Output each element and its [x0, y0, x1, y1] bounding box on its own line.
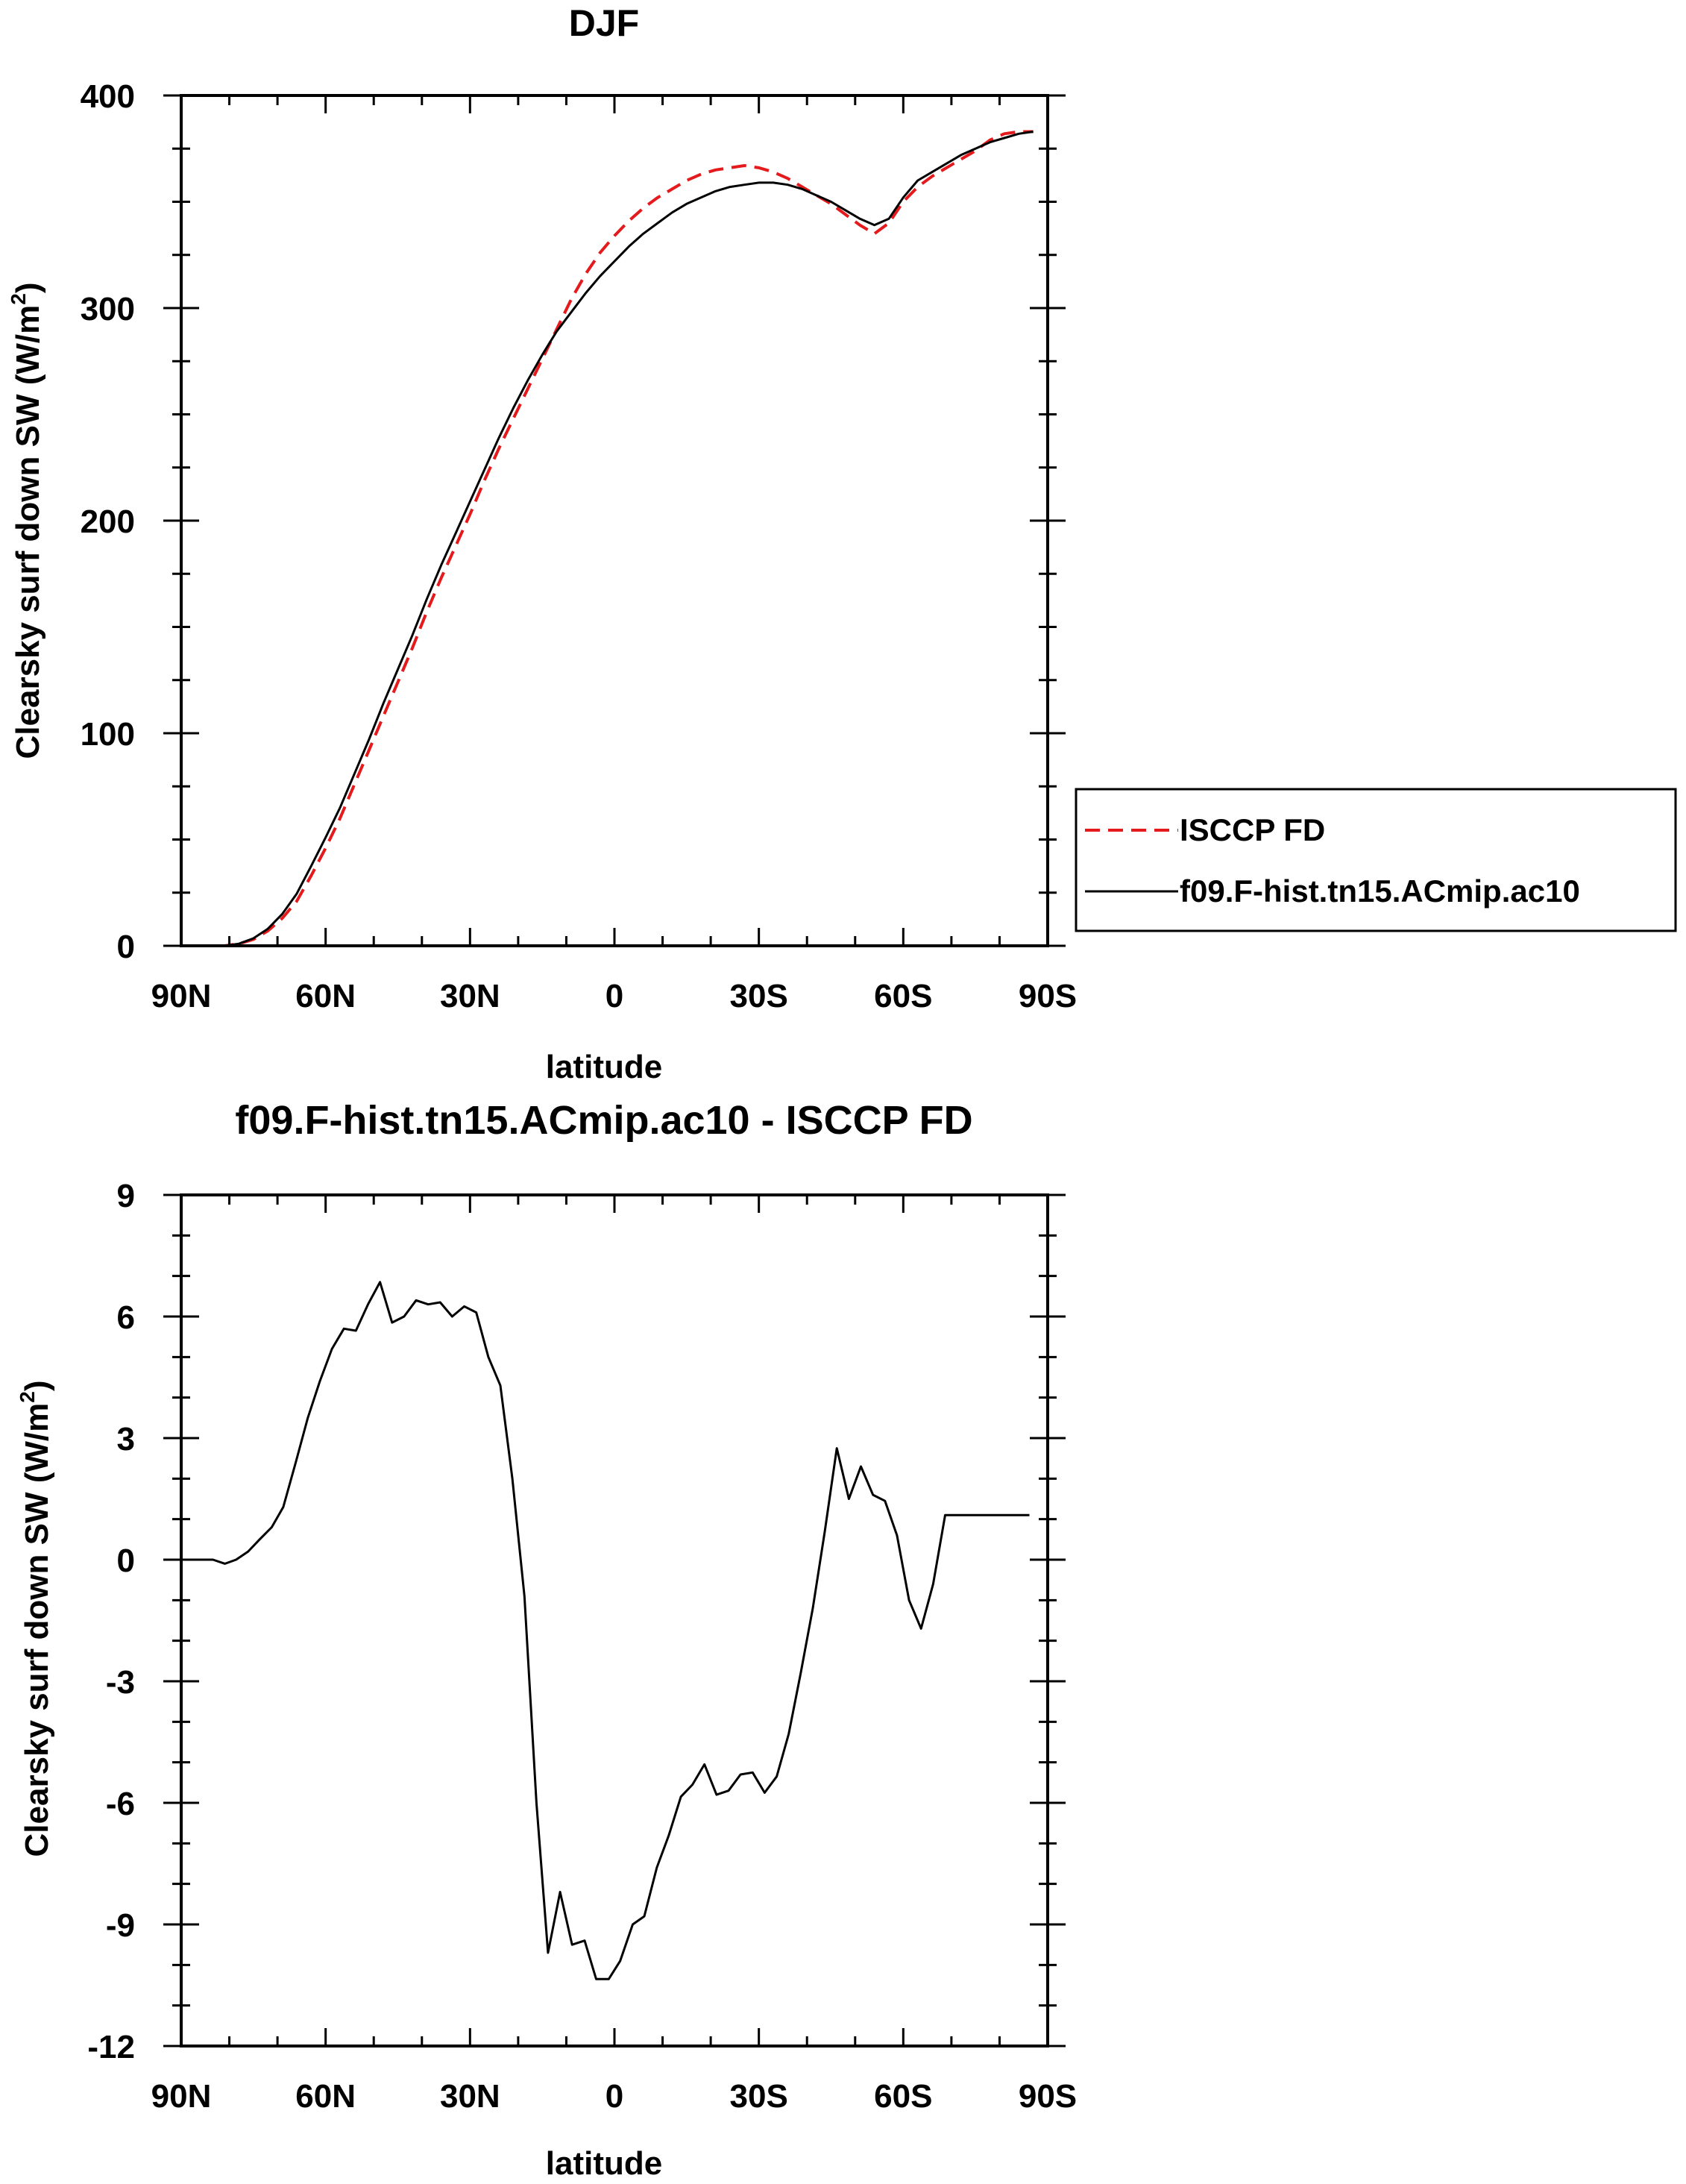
bottom-y-tick-labels: -12 -9 -6 -3 0 3 6 9 [87, 1178, 135, 2065]
bottom-y-tick-label: 3 [117, 1421, 135, 1457]
bottom-tick-marks [163, 1193, 1066, 2048]
bottom-x-tick-label: 0 [605, 2078, 623, 2115]
top-tick-marks [163, 94, 1066, 947]
bottom-x-tick-label: 90N [151, 2078, 212, 2115]
bottom-y-tick-label: -6 [106, 1786, 135, 1822]
top-series-line-a [195, 130, 1034, 947]
top-x-tick-label: 60N [295, 978, 356, 1014]
top-plot-frame [180, 94, 1049, 947]
legend-box [1075, 788, 1677, 932]
bottom-x-tick-label: 30S [730, 2078, 788, 2115]
top-x-tick-label: 30S [730, 978, 788, 1014]
top-x-tick-label: 60S [874, 978, 932, 1014]
bottom-x-tick-label: 60S [874, 2078, 932, 2115]
bottom-series-line-a [192, 1281, 1030, 1980]
top-series-group [195, 130, 1034, 947]
top-x-tick-label: 0 [605, 978, 623, 1014]
top-x-axis-label: latitude [546, 1049, 662, 1085]
top-y-tick-label: 400 [81, 78, 135, 115]
bottom-y-axis-label-end: ) [19, 1381, 55, 1392]
top-y-axis-label-sup: 2 [7, 293, 30, 305]
bottom-y-tick-label: -3 [106, 1664, 135, 1701]
bottom-panel: f09.F-hist.tn15.ACmip.ac10 - ISCCP FD 90… [16, 1098, 1077, 2182]
bottom-y-tick-label: -9 [106, 1907, 135, 1944]
top-x-tick-label: 90S [1019, 978, 1077, 1014]
bottom-x-tick-label: 60N [295, 2078, 356, 2115]
top-y-axis-label-main: Clearsky surf down SW (W/m [10, 305, 46, 759]
bottom-x-tick-labels: 90N 60N 30N 0 30S 60S 90S [151, 2078, 1078, 2115]
bottom-y-tick-label: 6 [117, 1299, 135, 1336]
top-panel: DJF 90N 60N 30N 0 30S 60S 90S 0 100 200 300 400 la… [7, 2, 1677, 1085]
bottom-title: f09.F-hist.tn15.ACmip.ac10 - ISCCP FD [235, 1098, 972, 1143]
top-y-tick-label: 100 [81, 716, 135, 753]
top-series-line-b [195, 131, 1034, 947]
top-x-tick-label: 30N [440, 978, 500, 1014]
bottom-y-tick-label: 9 [117, 1178, 135, 1214]
top-y-axis-label-end: ) [10, 283, 46, 294]
top-x-tick-label: 90N [151, 978, 212, 1014]
top-y-tick-label: 0 [117, 929, 135, 965]
bottom-y-axis-label: Clearsky surf down SW (W/m2) [16, 1381, 55, 1857]
bottom-y-axis-label-main: Clearsky surf down SW (W/m [19, 1403, 55, 1857]
legend-label-model: f09.F-hist.tn15.ACmip.ac10 [1180, 873, 1580, 909]
bottom-x-axis-label: latitude [546, 2145, 662, 2182]
bottom-y-tick-label: -12 [87, 2029, 135, 2065]
top-y-axis-label: Clearsky surf down SW (W/m2) [7, 283, 46, 759]
legend: ISCCP FD f09.F-hist.tn15.ACmip.ac10 [1075, 788, 1677, 932]
bottom-x-tick-label: 30N [440, 2078, 500, 2115]
legend-label-isccp: ISCCP FD [1180, 812, 1325, 847]
bottom-y-axis-label-sup: 2 [16, 1391, 39, 1403]
top-x-tick-labels: 90N 60N 30N 0 30S 60S 90S [151, 978, 1078, 1014]
top-y-tick-label: 300 [81, 291, 135, 327]
top-y-tick-label: 200 [81, 503, 135, 540]
bottom-y-tick-label: 0 [117, 1543, 135, 1579]
top-title: DJF [569, 2, 639, 44]
bottom-series-group [192, 1281, 1030, 1980]
bottom-x-tick-label: 90S [1019, 2078, 1077, 2115]
top-y-tick-labels: 0 100 200 300 400 [81, 78, 135, 965]
